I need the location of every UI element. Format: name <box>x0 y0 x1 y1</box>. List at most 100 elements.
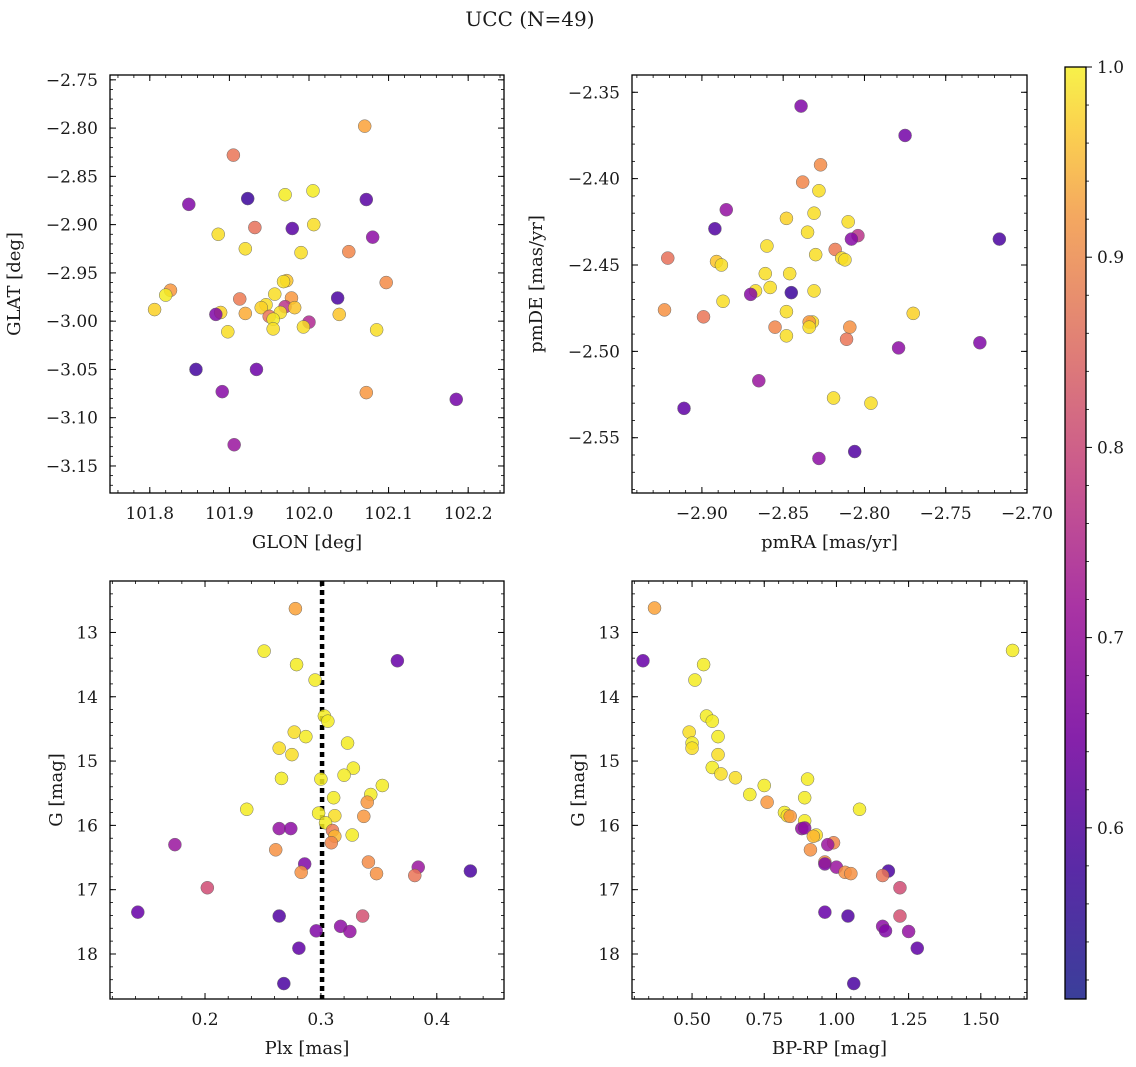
data-point <box>238 306 253 321</box>
x-axis-label: Plx [mas] <box>265 1038 350 1059</box>
data-point <box>901 924 916 939</box>
colorbar-tick-label: 0.7 <box>1097 629 1124 649</box>
data-point <box>272 741 286 755</box>
data-point <box>685 741 699 755</box>
data-point <box>147 302 162 317</box>
data-point <box>910 941 925 955</box>
data-point <box>266 322 280 336</box>
data-point <box>314 772 328 786</box>
panel-proper-motion: −2.90 −2.85 −2.80 −2.75 −2.70 −2.35 −2.40 −2.45… <box>526 74 1053 553</box>
data-point <box>891 341 906 355</box>
data-point <box>285 747 299 762</box>
data-point <box>238 242 253 256</box>
x-tick-label: 0.3 <box>307 1010 334 1030</box>
data-point <box>812 183 826 198</box>
data-point <box>992 232 1007 246</box>
data-point <box>818 905 832 919</box>
data-point <box>268 843 283 857</box>
data-point <box>714 258 729 272</box>
data-point <box>294 865 308 880</box>
y-tick-label: 14 <box>76 688 98 708</box>
data-point <box>797 790 812 805</box>
data-point <box>763 280 777 295</box>
data-point <box>906 306 920 321</box>
data-point <box>893 909 907 923</box>
data-point <box>760 239 774 253</box>
colorbar-tick-label: 1.0 <box>1097 58 1124 78</box>
data-point <box>361 855 376 869</box>
data-point <box>847 976 861 991</box>
data-point <box>779 304 794 319</box>
data-point <box>306 184 320 198</box>
data-point <box>779 329 794 343</box>
data-point <box>743 287 758 302</box>
x-tick-label: 1.00 <box>818 1010 856 1030</box>
data-point <box>898 128 912 143</box>
data-point <box>328 808 342 823</box>
data-point <box>973 335 987 350</box>
data-point <box>843 320 857 334</box>
x-axis-label: pmRA [mas/yr] <box>761 532 898 553</box>
data-point <box>248 220 262 235</box>
y-tick-label: −2.90 <box>46 216 98 236</box>
y-axis-label: GLAT [deg] <box>4 232 25 336</box>
data-point <box>277 976 291 991</box>
y-tick-label: −2.85 <box>46 167 98 187</box>
x-tick-label: 0.4 <box>423 1010 450 1030</box>
data-point <box>844 866 858 881</box>
data-point <box>182 197 196 212</box>
data-point <box>716 294 730 309</box>
y-tick-label: −3.05 <box>46 360 98 380</box>
y-tick-label: 14 <box>598 688 620 708</box>
data-point <box>696 657 711 672</box>
data-point <box>752 373 766 388</box>
y-tick-label: 18 <box>76 945 98 965</box>
data-point <box>342 244 356 259</box>
data-point <box>839 332 854 347</box>
data-point <box>288 601 303 616</box>
y-tick-label: 15 <box>598 752 620 772</box>
y-axis-label: G [mag] <box>568 753 589 826</box>
data-point <box>337 768 351 782</box>
data-point <box>841 909 855 923</box>
data-point <box>215 384 229 399</box>
data-point <box>657 303 672 317</box>
data-point <box>714 767 728 781</box>
panel-color-magnitude: 0.50 0.75 1.00 1.25 1.50 13 14 15 16 17 18 BP-RP [m… <box>568 580 1028 1059</box>
data-point <box>757 778 771 793</box>
x-axis-label: GLON [deg] <box>252 532 362 553</box>
data-point <box>1005 643 1020 658</box>
data-point <box>326 790 341 805</box>
y-tick-label: 15 <box>76 752 98 772</box>
data-point <box>636 653 650 668</box>
x-tick-label: −2.90 <box>676 504 728 524</box>
data-point <box>797 821 812 835</box>
y-axis-label: pmDE [mas/yr] <box>526 215 547 353</box>
y-tick-label: −2.45 <box>568 256 620 276</box>
x-tick-label: 102.1 <box>364 504 413 524</box>
colorbar-gradient <box>1065 67 1086 999</box>
data-point <box>365 230 380 244</box>
data-point <box>131 905 145 919</box>
y-tick-label: 13 <box>598 623 620 643</box>
data-point <box>760 795 774 809</box>
data-point <box>239 802 254 817</box>
y-tick-label: −2.55 <box>568 429 620 449</box>
data-point <box>826 391 841 405</box>
data-point <box>321 714 335 728</box>
data-point <box>661 251 675 265</box>
x-tick-label: 0.2 <box>192 1010 219 1030</box>
data-point <box>227 437 241 452</box>
data-point <box>285 221 300 236</box>
data-point <box>449 392 463 407</box>
data-point <box>240 191 255 206</box>
x-tick-label: 1.25 <box>890 1010 928 1030</box>
data-point <box>802 320 816 334</box>
x-tick-label: −2.70 <box>1001 504 1053 524</box>
data-point <box>272 909 286 923</box>
figure-title: UCC (N=49) <box>465 7 594 31</box>
y-tick-label: −2.50 <box>568 342 620 362</box>
x-tick-label: −2.75 <box>920 504 972 524</box>
data-point <box>346 761 361 775</box>
data-point <box>408 868 422 883</box>
